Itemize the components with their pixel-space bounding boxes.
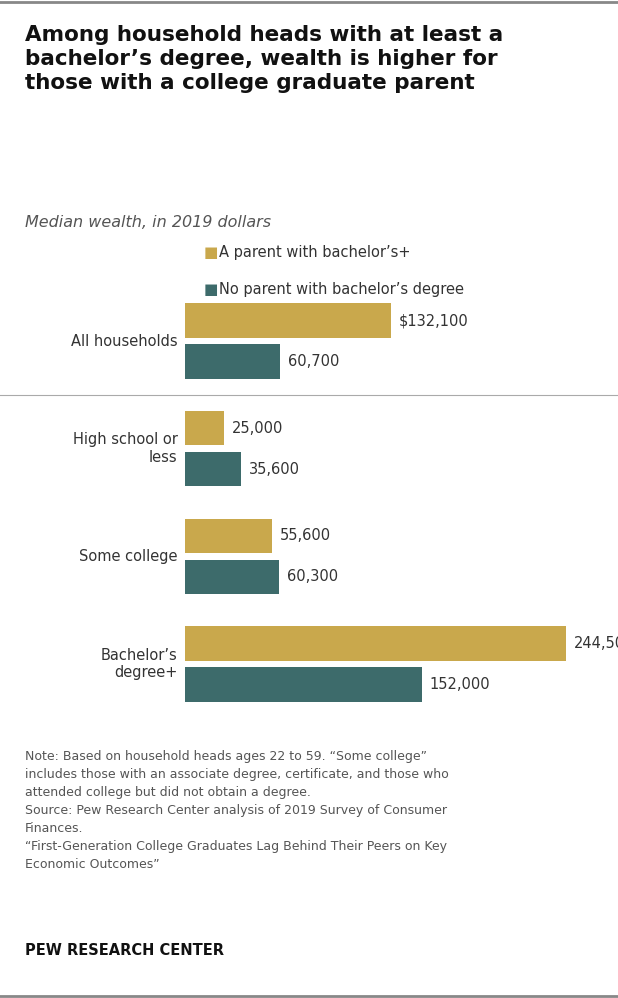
Text: 60,300: 60,300: [287, 569, 338, 584]
Text: $132,100: $132,100: [399, 313, 468, 328]
Text: ■: ■: [204, 282, 218, 297]
Text: High school or
less: High school or less: [73, 432, 177, 465]
Text: Some college: Some college: [79, 549, 177, 564]
Text: Bachelor’s
degree+: Bachelor’s degree+: [101, 648, 177, 681]
Text: 55,600: 55,600: [280, 528, 331, 543]
Text: 60,700: 60,700: [287, 354, 339, 369]
Bar: [185, 344, 280, 378]
Text: 152,000: 152,000: [430, 677, 491, 692]
Bar: [185, 560, 279, 594]
Text: ■: ■: [204, 245, 218, 259]
Text: PEW RESEARCH CENTER: PEW RESEARCH CENTER: [25, 943, 224, 958]
Text: 25,000: 25,000: [232, 421, 284, 436]
Text: No parent with bachelor’s degree: No parent with bachelor’s degree: [219, 282, 464, 297]
Text: Median wealth, in 2019 dollars: Median wealth, in 2019 dollars: [25, 215, 271, 230]
Bar: [185, 303, 391, 337]
Text: Note: Based on household heads ages 22 to 59. “Some college”
includes those with: Note: Based on household heads ages 22 t…: [25, 750, 449, 871]
Text: A parent with bachelor’s+: A parent with bachelor’s+: [219, 245, 411, 259]
Text: 35,600: 35,600: [248, 462, 300, 477]
Text: 244,500: 244,500: [574, 636, 618, 651]
Bar: [185, 668, 422, 702]
Bar: [185, 519, 272, 553]
Bar: [185, 627, 566, 661]
Text: All households: All households: [71, 333, 177, 348]
Bar: [185, 411, 224, 445]
Bar: [185, 452, 241, 486]
Text: Among household heads with at least a
bachelor’s degree, wealth is higher for
th: Among household heads with at least a ba…: [25, 25, 503, 93]
